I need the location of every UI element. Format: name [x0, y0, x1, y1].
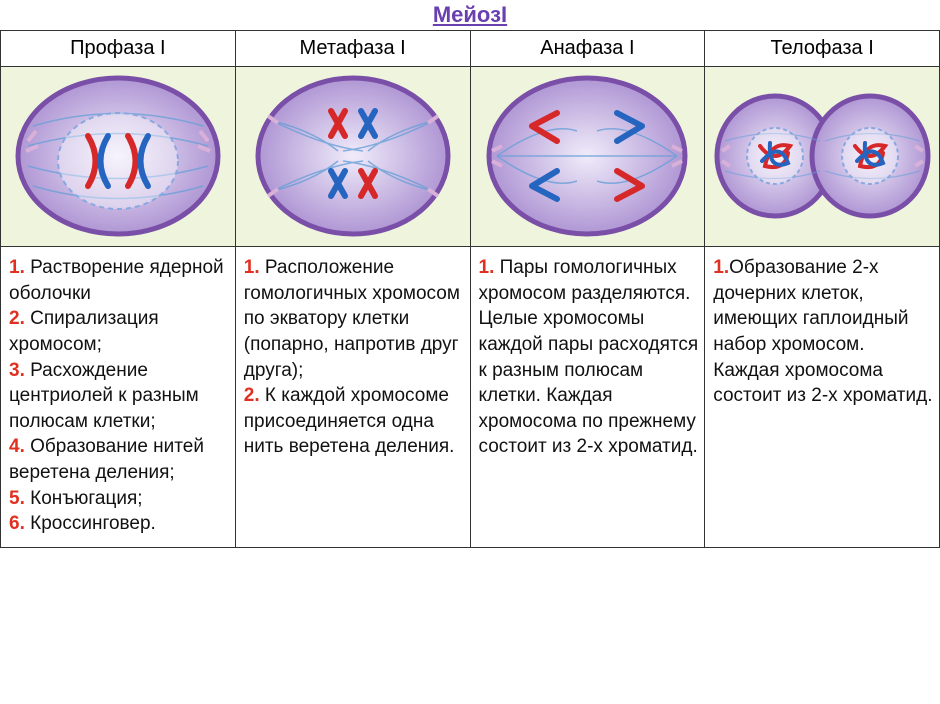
list-text: Расхождение центриолей к разным полюсам …	[9, 360, 199, 432]
desc-line: 1.Образование 2-х дочерних клеток, имеющ…	[713, 255, 933, 409]
list-number: 4.	[9, 436, 25, 457]
col-header-prophase: Профаза I	[1, 31, 236, 67]
list-number: 3.	[9, 360, 25, 381]
header-row: Профаза I Метафаза I Анафаза I Телофаза …	[1, 31, 940, 67]
image-row	[1, 67, 940, 247]
prophase-diagram	[8, 71, 228, 241]
list-number: 5.	[9, 488, 25, 509]
telophase-image-cell	[705, 67, 940, 247]
list-text: Образование 2-х дочерних клеток, имеющих…	[713, 257, 932, 406]
desc-line: 5. Конъюгация;	[9, 486, 229, 512]
anaphase-diagram	[477, 71, 697, 241]
list-number: 2.	[244, 385, 260, 406]
list-number: 6.	[9, 513, 25, 534]
desc-line: 1. Расположение гомологичных хромосом по…	[244, 255, 464, 383]
list-number: 1.	[9, 257, 25, 278]
telophase-diagram	[710, 71, 935, 241]
list-number: 1.	[713, 257, 729, 278]
desc-line: 1. Растворение ядерной оболочки	[9, 255, 229, 306]
col-header-anaphase: Анафаза I	[470, 31, 705, 67]
desc-row: 1. Растворение ядерной оболочки2. Спирал…	[1, 247, 940, 548]
desc-line: 2. К каждой хромосоме присоединяется одн…	[244, 383, 464, 460]
list-text: К каждой хромосоме присоединяется одна н…	[244, 385, 455, 457]
list-text: Конъюгация;	[25, 488, 143, 509]
telophase-desc: 1.Образование 2-х дочерних клеток, имеющ…	[705, 247, 940, 548]
page-title: МейозI	[0, 0, 940, 30]
col-header-metaphase: Метафаза I	[235, 31, 470, 67]
list-number: 1.	[244, 257, 260, 278]
list-text: Кроссинговер.	[25, 513, 156, 534]
metaphase-desc: 1. Расположение гомологичных хромосом по…	[235, 247, 470, 548]
list-text: Образование нитей веретена деления;	[9, 436, 204, 483]
meiosis-table: Профаза I Метафаза I Анафаза I Телофаза …	[0, 30, 940, 548]
list-text: Пары гомологичных хромосом разделяются. …	[479, 257, 699, 457]
prophase-image-cell	[1, 67, 236, 247]
desc-line: 1. Пары гомологичных хромосом разделяютс…	[479, 255, 699, 460]
prophase-desc: 1. Растворение ядерной оболочки2. Спирал…	[1, 247, 236, 548]
desc-line: 6. Кроссинговер.	[9, 511, 229, 537]
desc-line: 2. Спирализация хромосом;	[9, 306, 229, 357]
metaphase-diagram	[243, 71, 463, 241]
list-number: 2.	[9, 308, 25, 329]
list-text: Растворение ядерной оболочки	[9, 257, 224, 304]
list-text: Спирализация хромосом;	[9, 308, 159, 355]
anaphase-image-cell	[470, 67, 705, 247]
col-header-telophase: Телофаза I	[705, 31, 940, 67]
anaphase-desc: 1. Пары гомологичных хромосом разделяютс…	[470, 247, 705, 548]
list-text: Расположение гомологичных хромосом по эк…	[244, 257, 460, 381]
desc-line: 4. Образование нитей веретена деления;	[9, 434, 229, 485]
metaphase-image-cell	[235, 67, 470, 247]
list-number: 1.	[479, 257, 495, 278]
desc-line: 3. Расхождение центриолей к разным полюс…	[9, 358, 229, 435]
